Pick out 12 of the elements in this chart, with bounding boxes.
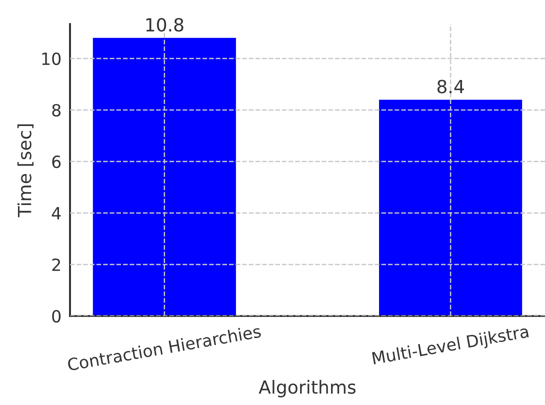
x-tick-label: Multi-Level Dijkstra [372, 324, 530, 368]
y-tick-label: 4 [52, 207, 61, 220]
y-tick-label: 10 [42, 52, 61, 66]
data-label: 8.4 [437, 80, 464, 94]
y-tick-label: 8 [52, 104, 61, 117]
y-tick-label: 2 [52, 258, 60, 271]
x-tick-label: Contraction Hierarchies [67, 324, 262, 372]
x-axis-title: Algorithms [258, 380, 356, 398]
y-tick-label: 6 [52, 155, 61, 168]
y-tick-label: 0 [52, 310, 61, 323]
data-label: 10.8 [146, 18, 184, 32]
y-axis-title: Time [sec] [17, 124, 34, 218]
